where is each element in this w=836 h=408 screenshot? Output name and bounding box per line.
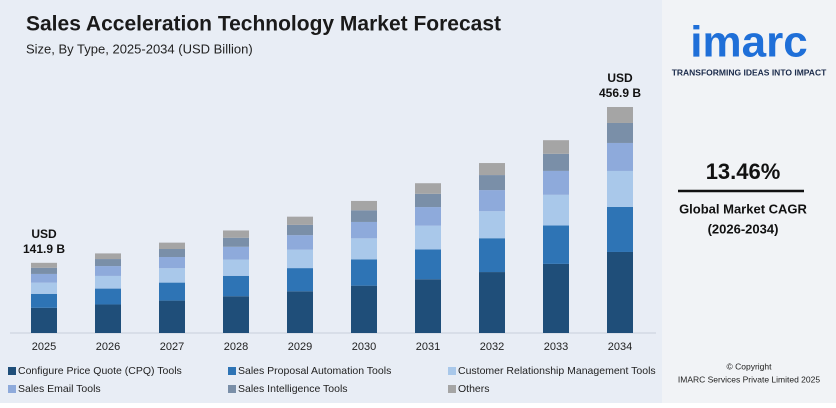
- x-tick-label: 2028: [224, 341, 248, 353]
- cagr-label: Global Market CAGR: [679, 201, 807, 216]
- x-tick-label: 2025: [32, 341, 56, 353]
- x-tick-label: 2031: [416, 341, 440, 353]
- legend-label: Customer Relationship Management Tools: [458, 365, 656, 377]
- bar-segment: [287, 268, 313, 292]
- bar-segment: [223, 296, 249, 333]
- bar-segment: [351, 210, 377, 222]
- legend-label: Sales Proposal Automation Tools: [238, 365, 391, 377]
- bar-segment: [607, 251, 633, 333]
- bar-segment: [479, 238, 505, 273]
- bar-segment: [607, 206, 633, 252]
- x-tick-label: 2026: [96, 341, 120, 353]
- tagline: TRANSFORMING IDEAS INTO IMPACT: [672, 67, 827, 77]
- bar-segment: [479, 175, 505, 191]
- bar-segment: [31, 273, 57, 283]
- bar-segment: [159, 242, 185, 250]
- bar-segment: [223, 246, 249, 260]
- x-tick-label: 2030: [352, 341, 376, 353]
- copyright: © Copyright: [726, 361, 772, 371]
- bar-segment: [31, 262, 57, 268]
- total-unit: USD: [31, 227, 57, 241]
- bar-segment: [543, 153, 569, 171]
- bar-segment: [415, 193, 441, 208]
- bar-segment: [31, 267, 57, 274]
- bar-segment: [159, 249, 185, 258]
- legend-label: Sales Email Tools: [18, 383, 101, 395]
- bar-segment: [287, 235, 313, 250]
- bar-segment: [287, 224, 313, 236]
- bar-segment: [543, 140, 569, 154]
- bar-segment: [543, 170, 569, 195]
- company: IMARC Services Private Limited 2025: [678, 374, 820, 384]
- bar-segment: [95, 253, 121, 260]
- chart-subtitle: Size, By Type, 2025-2034 (USD Billion): [26, 41, 253, 56]
- bar-segment: [351, 200, 377, 211]
- bar-segment: [159, 268, 185, 283]
- legend-label: Others: [458, 383, 490, 395]
- bar-segment: [95, 259, 121, 267]
- bar-segment: [95, 304, 121, 333]
- total-unit: USD: [607, 71, 633, 85]
- bar-segment: [287, 249, 313, 269]
- bar-segment: [415, 249, 441, 280]
- bar-segment: [607, 170, 633, 207]
- bar-segment: [543, 225, 569, 264]
- legend-swatch: [8, 385, 16, 393]
- bar-segment: [95, 275, 121, 289]
- bar-segment: [607, 107, 633, 123]
- bar-segment: [31, 307, 57, 333]
- bar-segment: [543, 263, 569, 333]
- legend-swatch: [448, 367, 456, 375]
- legend-swatch: [8, 367, 16, 375]
- bar-segment: [479, 163, 505, 176]
- bar-segment: [223, 259, 249, 276]
- legend-label: Configure Price Quote (CPQ) Tools: [18, 365, 182, 377]
- bar-segment: [287, 216, 313, 225]
- bar-segment: [479, 211, 505, 239]
- bar-segment: [351, 259, 377, 286]
- total-label: 141.9 B: [23, 242, 65, 256]
- bar-segment: [159, 282, 185, 301]
- bar-segment: [159, 300, 185, 333]
- bar-segment: [351, 238, 377, 260]
- x-tick-label: 2034: [608, 341, 632, 353]
- bar-segment: [31, 282, 57, 294]
- bar-segment: [543, 194, 569, 226]
- bar-segment: [415, 183, 441, 194]
- bar-segment: [159, 257, 185, 269]
- cagr-period: (2026-2034): [708, 221, 779, 236]
- bar-segment: [95, 288, 121, 305]
- bar-segment: [223, 237, 249, 247]
- x-tick-label: 2027: [160, 341, 184, 353]
- bar-segment: [607, 142, 633, 171]
- legend-swatch: [448, 385, 456, 393]
- bar-segment: [479, 272, 505, 333]
- bar-segment: [351, 285, 377, 333]
- sidebar-background: [662, 0, 836, 403]
- bar-segment: [223, 275, 249, 297]
- cagr-value: 13.46%: [706, 159, 781, 184]
- chart-title: Sales Acceleration Technology Market For…: [26, 13, 501, 36]
- bar-segment: [31, 293, 57, 308]
- bar-segment: [415, 225, 441, 250]
- legend-label: Sales Intelligence Tools: [238, 383, 348, 395]
- bar-segment: [95, 266, 121, 276]
- logo: imarc: [690, 18, 807, 67]
- bar-segment: [223, 230, 249, 238]
- bar-segment: [607, 122, 633, 143]
- x-tick-label: 2029: [288, 341, 312, 353]
- x-tick-label: 2032: [480, 341, 504, 353]
- bar-segment: [415, 279, 441, 333]
- total-label: 456.9 B: [599, 86, 641, 100]
- legend-swatch: [228, 385, 236, 393]
- bar-segment: [479, 190, 505, 212]
- legend-swatch: [228, 367, 236, 375]
- bar-segment: [287, 291, 313, 333]
- bar-segment: [351, 221, 377, 239]
- bar-segment: [415, 207, 441, 226]
- x-tick-label: 2033: [544, 341, 568, 353]
